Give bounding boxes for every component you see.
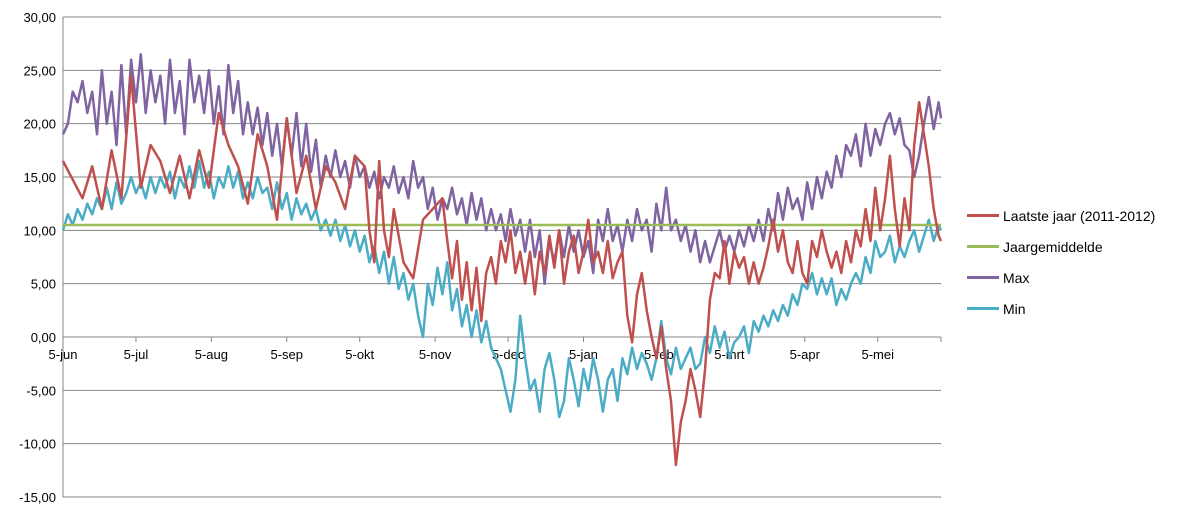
- series-line-laatste-jaar-2011-2012: [61, 74, 943, 467]
- y-tick-label: 0,00: [31, 330, 56, 345]
- y-tick-label: 10,00: [23, 223, 56, 238]
- x-tick-label: 5-jul: [124, 347, 149, 362]
- x-tick-label: 5-sep: [270, 347, 303, 362]
- y-tick-label: 30,00: [23, 10, 56, 25]
- legend-label: Min: [1003, 300, 1026, 317]
- legend-swatch: [967, 214, 999, 217]
- legend-swatch: [967, 307, 999, 310]
- legend-item: Laatste jaar (2011-2012): [967, 200, 1155, 231]
- y-tick-label: 20,00: [23, 117, 56, 132]
- x-tick-label: 5-jun: [49, 347, 78, 362]
- legend-label: Max: [1003, 269, 1030, 286]
- x-tick-label: 5-nov: [419, 347, 452, 362]
- x-axis: 5-jun 5-jul 5-aug 5-sep 5-okt 5-nov 5-dec 5-jan…: [49, 336, 942, 362]
- legend-swatch: [967, 276, 999, 279]
- y-tick-label: -10,00: [19, 437, 56, 452]
- y-tick-label: 15,00: [23, 170, 56, 185]
- x-tick-label: 5-aug: [195, 347, 228, 362]
- y-tick-label: 25,00: [23, 63, 56, 78]
- legend-item: Min: [967, 293, 1155, 324]
- y-tick-label: -15,00: [19, 490, 56, 505]
- legend-swatch: [967, 245, 999, 248]
- x-tick-label: 5-jan: [569, 347, 598, 362]
- y-tick-label: 5,00: [31, 277, 56, 292]
- x-tick-label: 5-apr: [790, 347, 821, 362]
- legend: Laatste jaar (2011-2012) Jaargemiddelde …: [967, 200, 1155, 324]
- legend-item: Max: [967, 262, 1155, 293]
- y-tick-label: -5,00: [26, 383, 56, 398]
- legend-item: Jaargemiddelde: [967, 231, 1155, 262]
- x-tick-label: 5-mei: [862, 347, 895, 362]
- series-lines: [61, 53, 943, 467]
- series-line-max: [61, 53, 943, 285]
- legend-label: Jaargemiddelde: [1003, 238, 1103, 255]
- x-tick-label: 5-okt: [345, 347, 374, 362]
- legend-label: Laatste jaar (2011-2012): [1003, 207, 1156, 224]
- y-axis-ticks: 30,00 25,00 20,00 15,00 10,00 5,00 0,00 -5,00 -1…: [19, 10, 56, 505]
